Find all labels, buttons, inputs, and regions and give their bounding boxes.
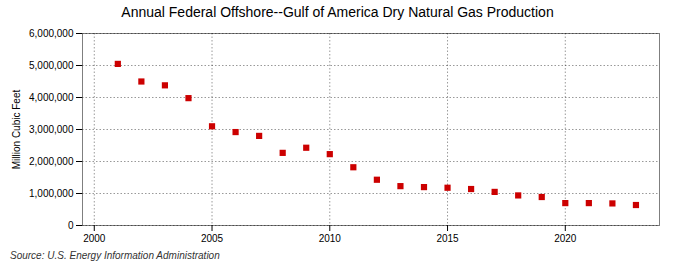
html-text:Source: U.S. Energy Informatio: Source: U.S. Energy Information Administ…: [10, 250, 220, 261]
svg-text:2020: 2020: [554, 233, 577, 244]
svg-text:4,000,000: 4,000,000: [29, 92, 74, 103]
html-text:Annual Federal Offshore--Gulf: Annual Federal Offshore--Gulf of America…: [121, 4, 554, 20]
svg-text:2010: 2010: [319, 233, 342, 244]
svg-text:2,000,000: 2,000,000: [29, 156, 74, 167]
svg-text:0: 0: [68, 220, 74, 231]
svg-text:Million Cubic Feet: Million Cubic Feet: [11, 90, 22, 170]
svg-text:1,000,000: 1,000,000: [29, 188, 74, 199]
svg-text:2000: 2000: [83, 233, 106, 244]
svg-text:6,000,000: 6,000,000: [29, 28, 74, 39]
svg-text:5,000,000: 5,000,000: [29, 60, 74, 71]
svg-text:2015: 2015: [436, 233, 459, 244]
svg-text:2005: 2005: [201, 233, 224, 244]
svg-text:3,000,000: 3,000,000: [29, 124, 74, 135]
